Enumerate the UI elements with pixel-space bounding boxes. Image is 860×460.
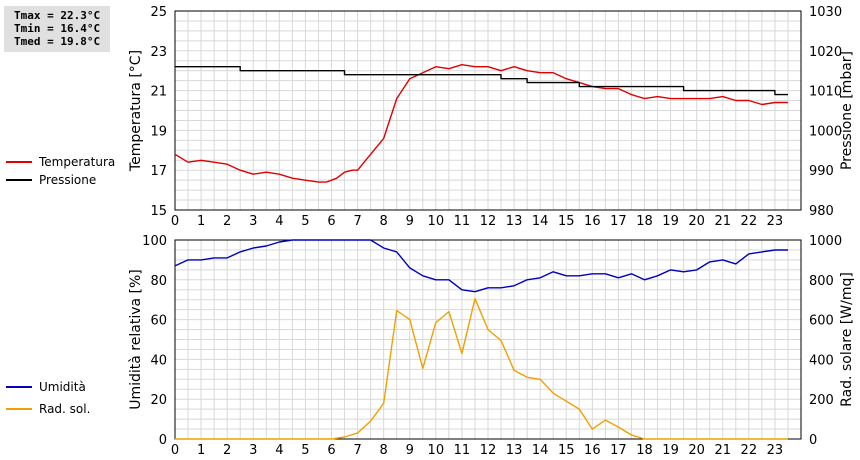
y-right-tick-label: 1020 [809, 45, 842, 60]
x-tick-label: 0 [171, 443, 179, 458]
x-tick-label: 6 [327, 443, 335, 458]
legend-label: Pressione [39, 173, 96, 187]
x-tick-label: 21 [714, 214, 731, 229]
x-tick-label: 15 [558, 443, 575, 458]
x-tick-label: 19 [662, 443, 679, 458]
tmin-text: Tmin = 16.4°C [14, 22, 101, 35]
y-right-axis-label: Rad. solare [W/mq] [839, 272, 855, 407]
series-line-umidit- [174, 239, 788, 293]
y-left-axis-label: Temperatura [°C] [128, 50, 144, 172]
y-left-tick-label: 19 [150, 124, 167, 139]
x-tick-label: 9 [406, 214, 414, 229]
x-tick-label: 23 [767, 214, 784, 229]
plot-frame [174, 10, 802, 211]
x-tick-label: 21 [714, 443, 731, 458]
x-tick-label: 17 [610, 214, 627, 229]
tmax-text: Tmax = 22.3°C [14, 9, 101, 22]
stats-box: Tmax = 22.3°C Tmin = 16.4°C Tmed = 19.8°… [4, 6, 110, 52]
y-right-tick-label: 800 [809, 274, 834, 289]
x-tick-label: 10 [428, 214, 445, 229]
x-tick-label: 5 [301, 214, 309, 229]
x-tick-label: 13 [506, 214, 523, 229]
y-left-tick-label: 80 [150, 274, 167, 289]
series-line-rad-sol- [175, 298, 788, 440]
y-left-tick-label: 23 [150, 45, 167, 60]
x-tick-label: 12 [480, 443, 497, 458]
x-tick-label: 18 [636, 443, 653, 458]
y-right-tick-label: 980 [809, 204, 834, 219]
series-line-pressione [175, 66, 788, 96]
x-tick-label: 4 [275, 443, 283, 458]
x-tick-label: 14 [532, 443, 549, 458]
x-tick-label: 7 [353, 214, 361, 229]
x-tick-label: 18 [636, 214, 653, 229]
x-tick-label: 22 [741, 214, 758, 229]
y-right-tick-label: 200 [809, 393, 834, 408]
x-tick-label: 4 [275, 214, 283, 229]
y-left-tick-label: 21 [150, 85, 167, 100]
y-left-tick-label: 100 [142, 234, 167, 249]
x-tick-label: 15 [558, 214, 575, 229]
x-tick-label: 0 [171, 214, 179, 229]
y-right-tick-label: 1000 [809, 234, 842, 249]
legend-label: Rad. sol. [39, 402, 90, 416]
legend-label: Umidità [39, 380, 86, 394]
x-tick-label: 13 [506, 443, 523, 458]
x-tick-label: 8 [380, 443, 388, 458]
y-left-tick-label: 25 [150, 5, 167, 20]
y-right-tick-label: 600 [809, 314, 834, 329]
x-tick-label: 20 [688, 443, 705, 458]
x-tick-label: 11 [454, 214, 471, 229]
x-tick-label: 20 [688, 214, 705, 229]
x-tick-label: 1 [197, 443, 205, 458]
x-tick-label: 14 [532, 214, 549, 229]
x-tick-label: 9 [406, 443, 414, 458]
x-tick-label: 19 [662, 214, 679, 229]
y-right-tick-label: 0 [809, 433, 817, 448]
tmed-text: Tmed = 19.8°C [14, 35, 101, 48]
y-right-tick-label: 1030 [809, 5, 842, 20]
y-left-tick-label: 17 [150, 164, 167, 179]
series-line-temperatura [174, 64, 788, 183]
y-left-tick-label: 15 [150, 204, 167, 219]
x-tick-label: 11 [454, 443, 471, 458]
x-tick-label: 3 [249, 443, 257, 458]
x-tick-label: 17 [610, 443, 627, 458]
y-left-tick-label: 20 [150, 393, 167, 408]
x-tick-label: 23 [767, 443, 784, 458]
x-tick-label: 8 [380, 214, 388, 229]
x-tick-label: 5 [301, 443, 309, 458]
x-tick-label: 7 [353, 443, 361, 458]
y-right-tick-label: 1010 [809, 85, 842, 100]
y-right-axis-label: Pressione [mbar] [839, 51, 855, 170]
y-left-tick-label: 0 [159, 433, 167, 448]
y-left-tick-label: 60 [150, 314, 167, 329]
y-left-tick-label: 40 [150, 353, 167, 368]
x-tick-label: 2 [223, 214, 231, 229]
x-tick-label: 10 [428, 443, 445, 458]
x-tick-label: 16 [584, 214, 601, 229]
y-left-axis-label: Umidità relativa [%] [128, 269, 144, 410]
x-tick-label: 6 [327, 214, 335, 229]
x-tick-label: 12 [480, 214, 497, 229]
plot-frame [174, 239, 802, 440]
legend-label: Temperatura [38, 155, 115, 169]
y-right-tick-label: 1000 [809, 124, 842, 139]
x-tick-label: 16 [584, 443, 601, 458]
y-right-tick-label: 400 [809, 353, 834, 368]
x-tick-label: 2 [223, 443, 231, 458]
x-tick-label: 22 [741, 443, 758, 458]
y-right-tick-label: 990 [809, 164, 834, 179]
x-tick-label: 3 [249, 214, 257, 229]
x-tick-label: 1 [197, 214, 205, 229]
